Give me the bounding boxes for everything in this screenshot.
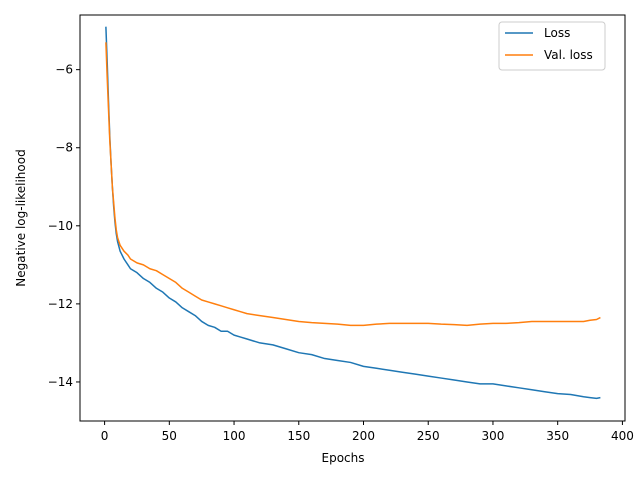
legend-box [498, 21, 606, 71]
series-layer [105, 26, 601, 400]
x-tick-label: 0 [101, 429, 109, 443]
y-axis-label: Negative log-likelihood [14, 149, 28, 286]
x-tick-label: 250 [417, 429, 440, 443]
series-line-loss [105, 26, 601, 400]
y-axis-ticks: −14 −12 −10 −8 −6 [48, 63, 80, 389]
x-tick-label: 350 [546, 429, 569, 443]
y-tick-label: −10 [48, 219, 73, 233]
x-tick-label: 150 [287, 429, 310, 443]
y-tick-label: −12 [48, 297, 73, 311]
y-tick-label: −14 [48, 375, 73, 389]
x-tick-label: 400 [611, 429, 634, 443]
series-line-val-loss [105, 42, 601, 327]
legend-label-loss: Loss [544, 26, 570, 40]
legend: Loss Val. loss [498, 21, 606, 71]
x-axis-ticks: 0 50 100 150 200 250 300 350 400 [101, 421, 634, 443]
x-tick-label: 50 [162, 429, 177, 443]
y-tick-label: −6 [55, 63, 73, 77]
x-tick-label: 200 [352, 429, 375, 443]
x-tick-label: 300 [482, 429, 505, 443]
legend-label-val-loss: Val. loss [544, 48, 593, 62]
plot-frame [79, 14, 626, 422]
plot-area [80, 15, 625, 421]
y-tick-label: −8 [55, 141, 73, 155]
x-axis-label: Epochs [322, 451, 365, 465]
x-tick-label: 100 [223, 429, 246, 443]
